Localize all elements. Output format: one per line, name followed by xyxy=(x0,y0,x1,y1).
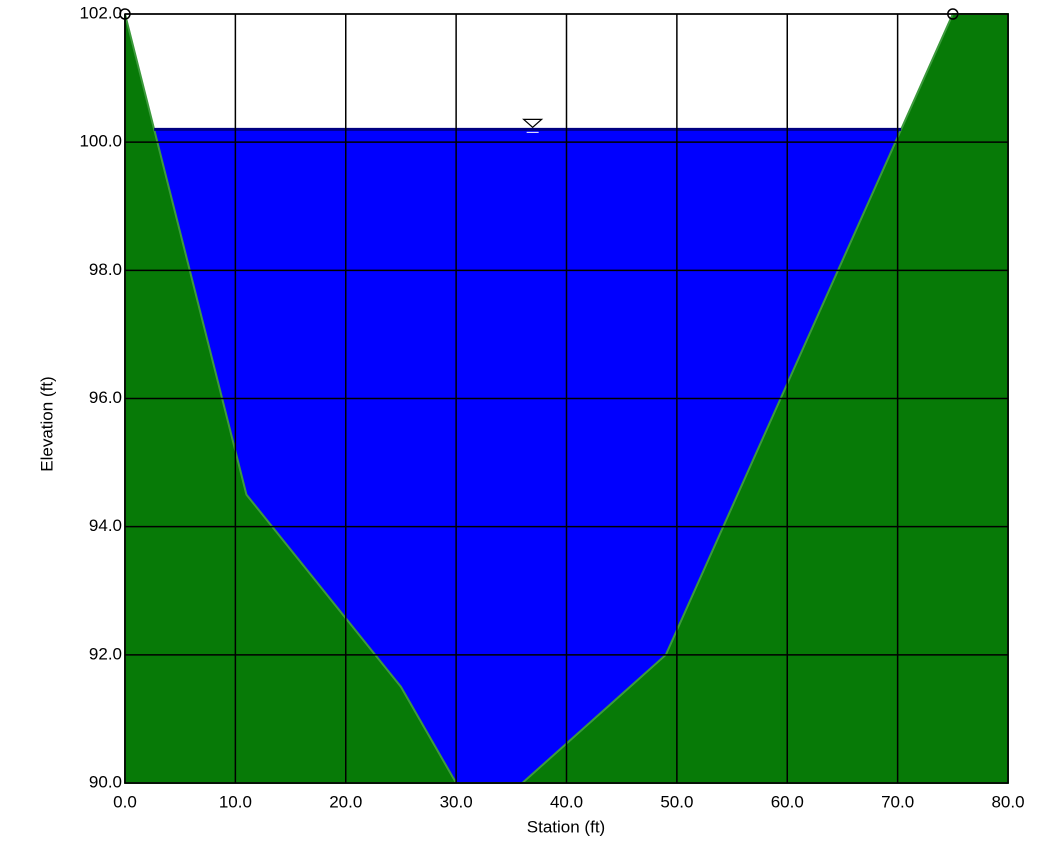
y-tick-label: 98.0 xyxy=(89,260,122,279)
x-tick-label: 10.0 xyxy=(219,792,252,811)
x-tick-label: 60.0 xyxy=(771,792,804,811)
plot-frame xyxy=(124,13,1009,784)
x-tick-label: 50.0 xyxy=(660,792,693,811)
x-axis-label: Station (ft) xyxy=(527,817,605,836)
y-tick-label: 96.0 xyxy=(89,388,122,407)
water-symbol xyxy=(522,118,544,129)
y-axis-label: Elevation (ft) xyxy=(37,376,56,471)
x-tick-label: 30.0 xyxy=(440,792,473,811)
x-tick-label: 20.0 xyxy=(329,792,362,811)
y-tick-label: 94.0 xyxy=(89,516,122,535)
y-tick-label: 90.0 xyxy=(89,772,122,791)
y-tick-label: 100.0 xyxy=(79,132,122,151)
y-tick-label: 92.0 xyxy=(89,644,122,663)
y-tick-label: 102.0 xyxy=(79,3,122,22)
x-tick-label: 0.0 xyxy=(113,792,137,811)
x-tick-label: 80.0 xyxy=(991,792,1024,811)
x-tick-label: 70.0 xyxy=(881,792,914,811)
x-tick-label: 40.0 xyxy=(550,792,583,811)
